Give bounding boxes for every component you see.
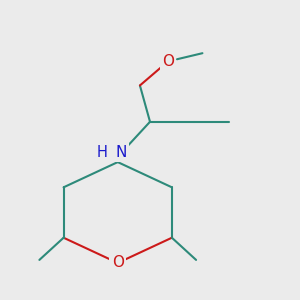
Text: H: H [97, 145, 108, 160]
Text: O: O [112, 255, 124, 270]
Text: N: N [115, 145, 127, 160]
Text: O: O [162, 54, 174, 69]
